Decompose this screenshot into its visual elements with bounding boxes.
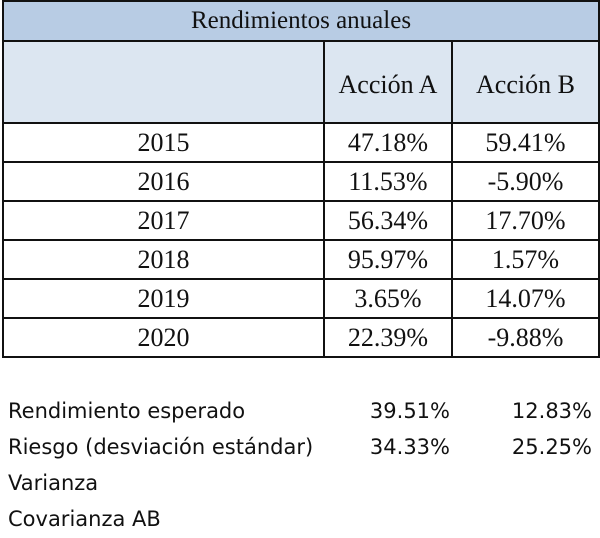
accion-b-cell[interactable]: 14.07% bbox=[451, 278, 600, 319]
table-row: 2016 11.53% -5.90% bbox=[2, 161, 600, 202]
year-cell[interactable]: 2020 bbox=[2, 317, 325, 358]
returns-table: Rendimientos anuales Acción A Acción B 2… bbox=[2, 0, 600, 358]
accion-b-cell[interactable]: 1.57% bbox=[451, 239, 600, 280]
year-cell[interactable]: 2016 bbox=[2, 161, 325, 202]
summary-value-a[interactable]: 34.33% bbox=[369, 435, 450, 459]
header-accion-b[interactable]: Acción B bbox=[451, 40, 600, 124]
summary-label[interactable]: Riesgo (desviación estándar) bbox=[8, 435, 314, 459]
summary-label[interactable]: Varianza bbox=[8, 471, 99, 495]
summary-label[interactable]: Covarianza AB bbox=[8, 507, 161, 531]
table-row: 2019 3.65% 14.07% bbox=[2, 278, 600, 319]
accion-a-cell[interactable]: 95.97% bbox=[323, 239, 453, 280]
accion-b-cell[interactable]: -5.90% bbox=[451, 161, 600, 202]
data-body: 2015 47.18% 59.41% 2016 11.53% -5.90% 2017 56.3… bbox=[2, 122, 600, 358]
accion-b-cell[interactable]: -9.88% bbox=[451, 317, 600, 358]
year-cell[interactable]: 2015 bbox=[2, 122, 325, 163]
summary-row: Covarianza AB bbox=[8, 501, 598, 537]
title-row: Rendimientos anuales bbox=[2, 0, 600, 42]
accion-a-cell[interactable]: 56.34% bbox=[323, 200, 453, 241]
summary-section: Rendimiento esperado 39.51% 12.83% Riesgo (… bbox=[8, 393, 598, 537]
summary-label[interactable]: Rendimiento esperado bbox=[8, 399, 246, 423]
accion-a-cell[interactable]: 3.65% bbox=[323, 278, 453, 319]
table-row: 2020 22.39% -9.88% bbox=[2, 317, 600, 358]
header-accion-a[interactable]: Acción A bbox=[323, 40, 453, 124]
summary-value-a[interactable]: 39.51% bbox=[369, 399, 450, 423]
table-row: 2017 56.34% 17.70% bbox=[2, 200, 600, 241]
header-year-cell[interactable] bbox=[2, 40, 325, 124]
year-cell[interactable]: 2018 bbox=[2, 239, 325, 280]
summary-row: Rendimiento esperado 39.51% 12.83% bbox=[8, 393, 598, 429]
summary-row: Riesgo (desviación estándar) 34.33% 25.25% bbox=[8, 429, 598, 465]
header-row: Acción A Acción B bbox=[2, 40, 600, 124]
accion-a-cell[interactable]: 22.39% bbox=[323, 317, 453, 358]
year-cell[interactable]: 2017 bbox=[2, 200, 325, 241]
summary-value-b[interactable]: 12.83% bbox=[511, 399, 592, 423]
accion-a-cell[interactable]: 11.53% bbox=[323, 161, 453, 202]
summary-row: Varianza bbox=[8, 465, 598, 501]
accion-b-cell[interactable]: 59.41% bbox=[451, 122, 600, 163]
accion-b-cell[interactable]: 17.70% bbox=[451, 200, 600, 241]
table-row: 2015 47.18% 59.41% bbox=[2, 122, 600, 163]
accion-a-cell[interactable]: 47.18% bbox=[323, 122, 453, 163]
summary-value-b[interactable]: 25.25% bbox=[511, 435, 592, 459]
year-cell[interactable]: 2019 bbox=[2, 278, 325, 319]
table-title[interactable]: Rendimientos anuales bbox=[2, 0, 600, 42]
table-row: 2018 95.97% 1.57% bbox=[2, 239, 600, 280]
